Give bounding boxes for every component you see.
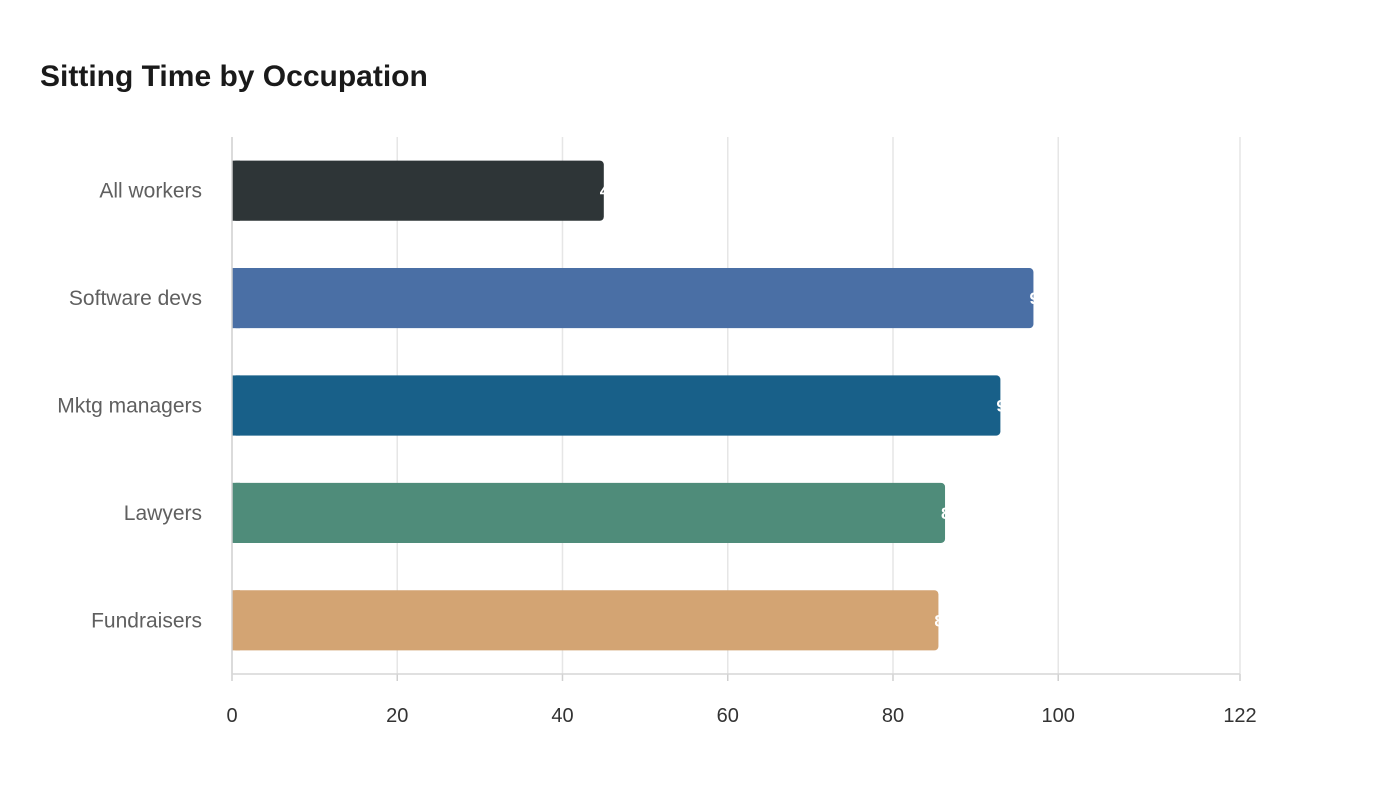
category-label: Fundraisers	[91, 609, 202, 632]
bar	[232, 375, 1001, 436]
category-label: All workers	[99, 180, 202, 203]
x-tick-label: 20	[386, 705, 408, 727]
bar-left-edge	[232, 590, 240, 651]
category-label: Lawyers	[124, 502, 202, 525]
data-label: 85.5	[934, 611, 967, 630]
bar-left-edge	[232, 160, 240, 221]
bars	[232, 160, 1034, 651]
bar	[232, 482, 946, 543]
x-tick-label: 40	[551, 705, 573, 727]
data-label: 86.3	[941, 504, 974, 523]
x-tick-label: 60	[717, 705, 739, 727]
data-label: 93	[996, 397, 1015, 416]
x-tick-label: 0	[226, 705, 237, 727]
x-tick-label: 122	[1223, 705, 1256, 727]
bar-left-edge	[232, 375, 240, 436]
axes	[231, 137, 1241, 681]
data-label: 45	[600, 182, 619, 201]
labels: 0 20 40 60 80 100 122 All workers 45 Software dev…	[57, 180, 1256, 727]
category-label: Software devs	[69, 287, 202, 310]
x-tick-label: 80	[882, 705, 904, 727]
x-tick-label: 100	[1042, 705, 1075, 727]
bar	[232, 268, 1034, 329]
chart-title: Sitting Time by Occupation	[40, 60, 428, 93]
bar	[232, 590, 939, 651]
data-label: 97	[1029, 289, 1048, 308]
category-label: Mktg managers	[57, 395, 202, 418]
bar	[232, 160, 604, 221]
bar-left-edge	[232, 268, 240, 329]
bar-left-edge	[232, 482, 240, 543]
